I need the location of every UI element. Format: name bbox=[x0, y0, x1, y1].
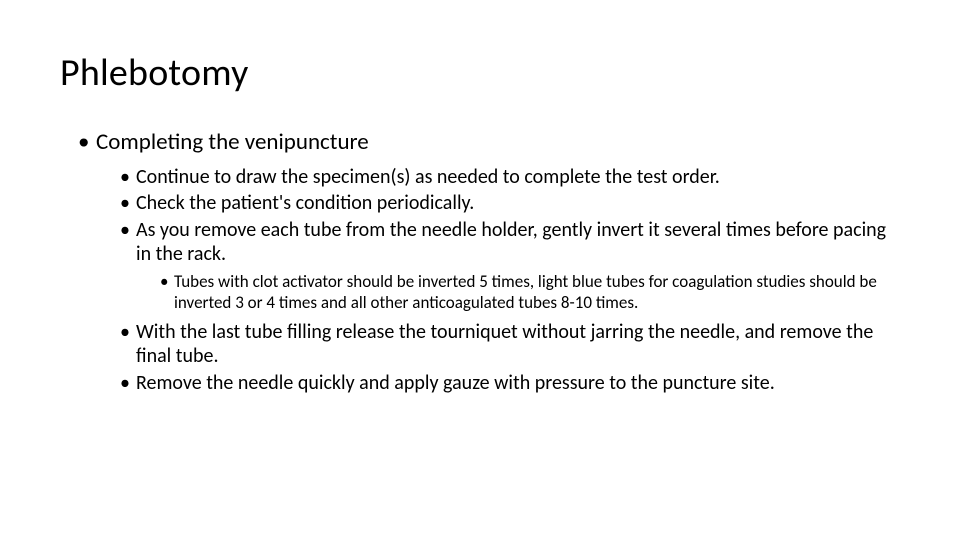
slide-title: Phlebotomy bbox=[60, 50, 900, 96]
level1-item: Completing the venipuncture Continue to … bbox=[78, 128, 900, 395]
level2-item: As you remove each tube from the needle … bbox=[120, 218, 900, 314]
level1-text: Completing the venipuncture bbox=[96, 128, 369, 156]
level3-list: Tubes with clot activator should be inve… bbox=[136, 272, 900, 313]
level2-item: With the last tube filling release the t… bbox=[120, 320, 900, 369]
level2-list: Continue to draw the specimen(s) as need… bbox=[96, 165, 900, 395]
level2-text: As you remove each tube from the needle … bbox=[136, 218, 886, 266]
level2-item: Continue to draw the specimen(s) as need… bbox=[120, 165, 900, 189]
level1-list: Completing the venipuncture Continue to … bbox=[60, 128, 900, 395]
level3-item: Tubes with clot activator should be inve… bbox=[160, 272, 900, 313]
level2-item: Check the patient's condition periodical… bbox=[120, 191, 900, 215]
level2-item: Remove the needle quickly and apply gauz… bbox=[120, 371, 900, 395]
